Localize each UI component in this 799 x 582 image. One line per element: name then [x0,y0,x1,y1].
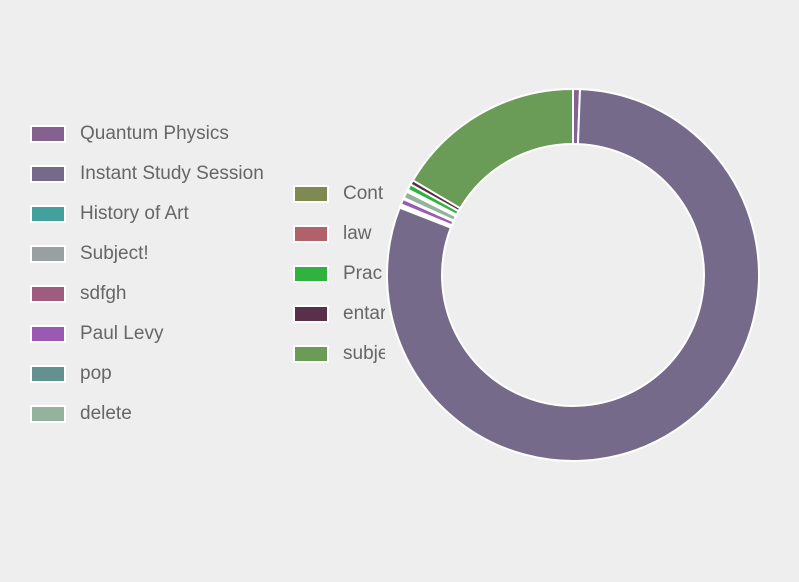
legend-swatch [293,345,329,363]
legend-label: Quantum Physics [80,123,229,144]
legend-label: subje [343,343,385,364]
legend-label: Paul Levy [80,323,164,344]
legend-item-prac[interactable]: Prac [293,263,385,285]
legend-item-cont[interactable]: Cont [293,183,385,205]
legend-item-paul-levy[interactable]: Paul Levy [30,323,163,345]
legend-label: delete [80,403,132,424]
legend-item-subject[interactable]: Subject! [30,243,149,265]
legend-swatch [30,365,66,383]
legend-label: entar [343,303,385,324]
legend-item-history-of-art[interactable]: History of Art [30,203,189,225]
legend-item-delete[interactable]: delete [30,403,132,425]
legend-label: Prac [343,263,383,284]
legend-swatch [30,285,66,303]
legend-swatch [293,305,329,323]
legend-swatch [30,325,66,343]
legend-item-entar[interactable]: entar [293,303,385,325]
legend-label: law [343,223,372,244]
legend-item-quantum-physics[interactable]: Quantum Physics [30,123,229,145]
legend-item-sdfgh[interactable]: sdfgh [30,283,126,305]
legend-item-subje[interactable]: subje [293,343,385,365]
slice-subje[interactable] [411,87,574,210]
legend-label: History of Art [80,203,189,224]
legend-swatch [293,265,329,283]
legend-label: Cont [343,183,384,204]
legend-swatch [30,405,66,423]
legend-swatch [30,125,66,143]
legend-swatch [30,165,66,183]
legend-label: Instant Study Session [80,163,264,184]
legend-swatch [30,205,66,223]
legend-swatch [30,245,66,263]
legend-label: sdfgh [80,283,127,304]
legend-item-law[interactable]: law [293,223,385,245]
legend-swatch [293,185,329,203]
legend-label: pop [80,363,112,384]
slice-instant-study-session[interactable] [386,88,760,462]
legend-item-instant-study-session[interactable]: Instant Study Session [30,163,264,185]
legend-swatch [293,225,329,243]
legend-item-pop[interactable]: pop [30,363,112,385]
legend-label: Subject! [80,243,149,264]
